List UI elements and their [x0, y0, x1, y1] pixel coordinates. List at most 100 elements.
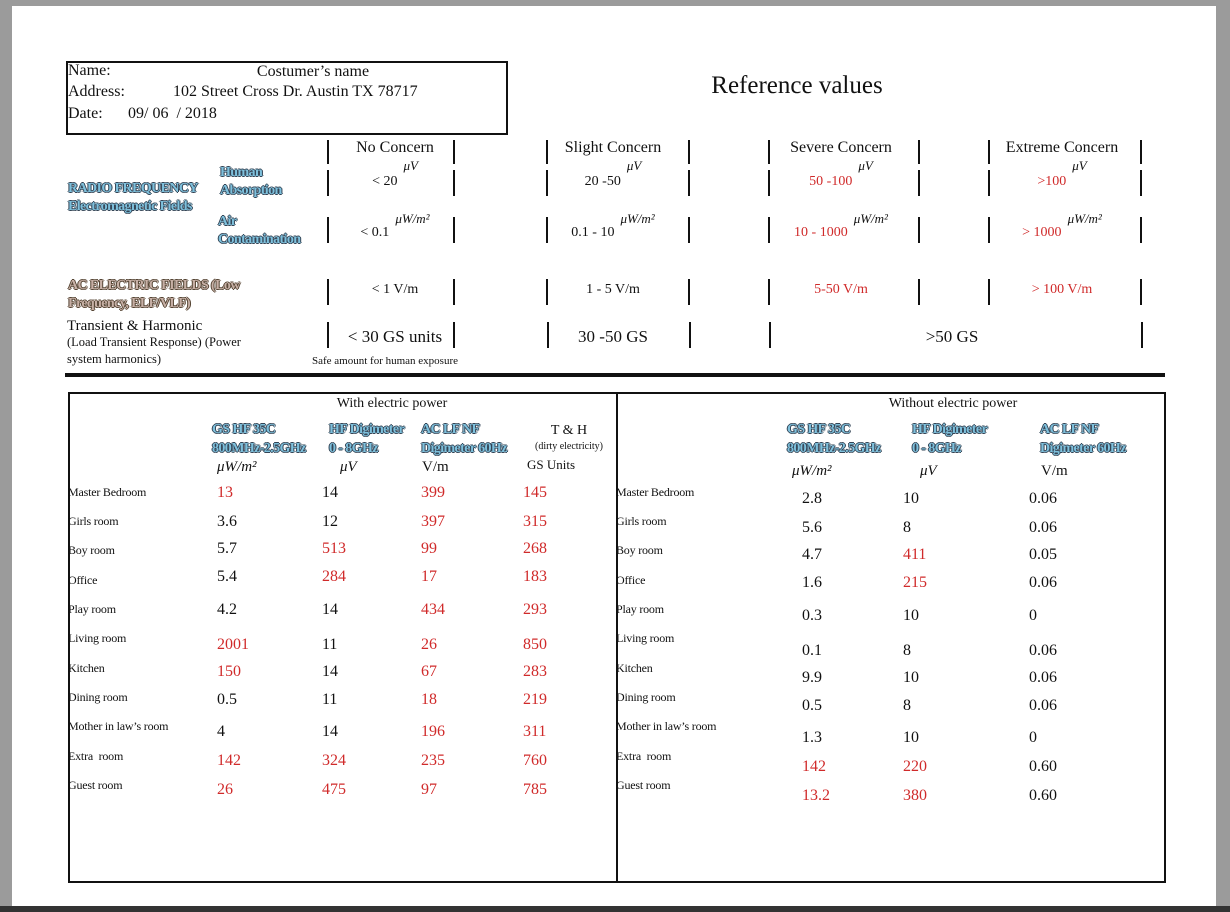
divider: [327, 322, 329, 348]
room-label: Mother in law’s room: [68, 719, 169, 733]
column-unit: μV: [920, 463, 937, 479]
measurement-value: 196: [421, 723, 445, 740]
divider: [453, 322, 455, 348]
divider: [327, 170, 329, 196]
measurement-value: 8: [903, 642, 911, 659]
reference-cell: 30 -50 GS: [578, 327, 648, 347]
column-name: Digimeter 60Hz: [1040, 441, 1126, 456]
column-name: GS HF 35C: [787, 422, 851, 437]
measurement-value: 0.06: [1029, 642, 1057, 659]
reference-value: 30 -50 GS: [578, 327, 648, 346]
column-name: 800MHz-2.5GHz: [787, 441, 881, 456]
divider: [546, 217, 548, 243]
measurement-value: 760: [523, 752, 547, 769]
row-label: system harmonics): [67, 352, 162, 366]
divider: [546, 170, 548, 196]
divider: [1140, 279, 1142, 305]
divider: [689, 322, 691, 348]
measurement-value: 324: [322, 752, 346, 769]
measurement-value: 13.2: [802, 787, 830, 804]
reference-value: >50 GS: [925, 327, 979, 346]
measurement-value: 399: [421, 484, 445, 501]
column-name: 0 - 8GHz: [912, 441, 961, 456]
measurement-value: 0: [1029, 729, 1037, 746]
divider: [918, 279, 920, 305]
room-label: Office: [68, 573, 98, 587]
measurement-value: 0.5: [217, 691, 237, 708]
reference-cell: < 0.1 μW/m²: [360, 211, 429, 241]
measurement-value: 10: [903, 669, 919, 686]
measurement-value: 513: [322, 540, 346, 557]
measurement-value: 380: [903, 787, 927, 804]
room-label: Girls room: [68, 514, 119, 528]
column-name: 800MHz-2.5GHz: [212, 441, 306, 456]
measurement-value: 220: [903, 758, 927, 775]
column-name: GS HF 35C: [212, 422, 276, 437]
measurement-value: 0.1: [802, 642, 822, 659]
divider: [327, 140, 329, 164]
reference-cell: 0.1 - 10 μW/m²: [571, 211, 654, 241]
divider: [918, 140, 920, 164]
measurement-value: 13: [217, 484, 233, 501]
measurement-value: 215: [903, 574, 927, 591]
room-label: Guest room: [68, 778, 123, 792]
divider: [988, 279, 990, 305]
divider: [453, 140, 455, 164]
name: Costumer’s name: [256, 63, 370, 80]
measurement-value: 434: [421, 601, 445, 618]
measurement-value: 1.6: [802, 574, 822, 591]
measurement-value: 5.6: [802, 519, 822, 536]
reference-value: 0.1 - 10: [571, 225, 615, 240]
divider: [1140, 140, 1142, 164]
measurement-value: 26: [421, 636, 437, 653]
reference-value: >100: [1037, 174, 1067, 189]
measurement-value: 150: [217, 663, 241, 680]
rf-label: Electromagnetic Fields: [68, 199, 192, 214]
column-unit: V/m: [1041, 463, 1068, 479]
divider: [768, 279, 770, 305]
unit: μW/m²: [395, 211, 430, 226]
column-unit: μW/m²: [792, 463, 832, 479]
measurement-value: 142: [217, 752, 241, 769]
column-unit: μV: [340, 459, 357, 475]
measurement-value: 17: [421, 568, 437, 585]
row-label: Contamination: [218, 232, 301, 247]
measurement-value: 11: [322, 636, 338, 653]
table-title: With electric power: [336, 396, 448, 411]
divider: [918, 217, 920, 243]
divider: [768, 217, 770, 243]
measurement-value: 97: [421, 781, 437, 798]
unit: μV: [858, 158, 873, 173]
measurement-value: 142: [802, 758, 826, 775]
room-label: Dining room: [616, 690, 676, 704]
measurement-value: 0.06: [1029, 490, 1057, 507]
measurement-value: 5.7: [217, 540, 237, 557]
measurement-value: 850: [523, 636, 547, 653]
divider: [1140, 170, 1142, 196]
measurement-value: 183: [523, 568, 547, 585]
reference-cell: < 1 V/m: [372, 282, 419, 298]
measurement-value: 4.2: [217, 601, 237, 618]
header-box: [66, 61, 508, 135]
address-label: Address:: [68, 83, 125, 100]
reference-cell: > 100 V/m: [1032, 282, 1093, 298]
divider: [988, 170, 990, 196]
column-name: AC LF NF: [421, 422, 480, 437]
room-label: Kitchen: [616, 661, 653, 675]
measurement-value: 283: [523, 663, 547, 680]
measurement-value: 8: [903, 697, 911, 714]
measurement-value: 10: [903, 490, 919, 507]
measurement-value: 4.7: [802, 546, 822, 563]
measurement-value: 12: [322, 513, 338, 530]
row-label: Transient & Harmonic: [67, 318, 203, 334]
measurement-value: 284: [322, 568, 346, 585]
room-label: Master Bedroom: [616, 485, 695, 499]
table-title: Without electric power: [888, 396, 1018, 411]
divider: [918, 170, 920, 196]
room-label: Master Bedroom: [68, 485, 147, 499]
measurement-value: 311: [523, 723, 547, 740]
room-label: Extra room: [68, 749, 124, 763]
reference-cell: 1 - 5 V/m: [586, 282, 640, 298]
measurement-value: 2001: [217, 636, 249, 653]
reference-title: Reference values: [711, 72, 883, 99]
